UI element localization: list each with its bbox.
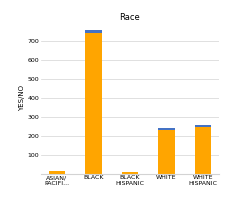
Bar	[158, 128, 174, 130]
Bar	[194, 125, 210, 127]
Bar	[194, 127, 210, 174]
Bar	[158, 130, 174, 174]
Bar	[121, 172, 137, 174]
Y-axis label: YES/NO: YES/NO	[19, 85, 25, 111]
Bar	[85, 33, 101, 174]
Title: Race: Race	[119, 12, 140, 22]
Bar	[49, 171, 65, 174]
Bar	[85, 31, 101, 33]
